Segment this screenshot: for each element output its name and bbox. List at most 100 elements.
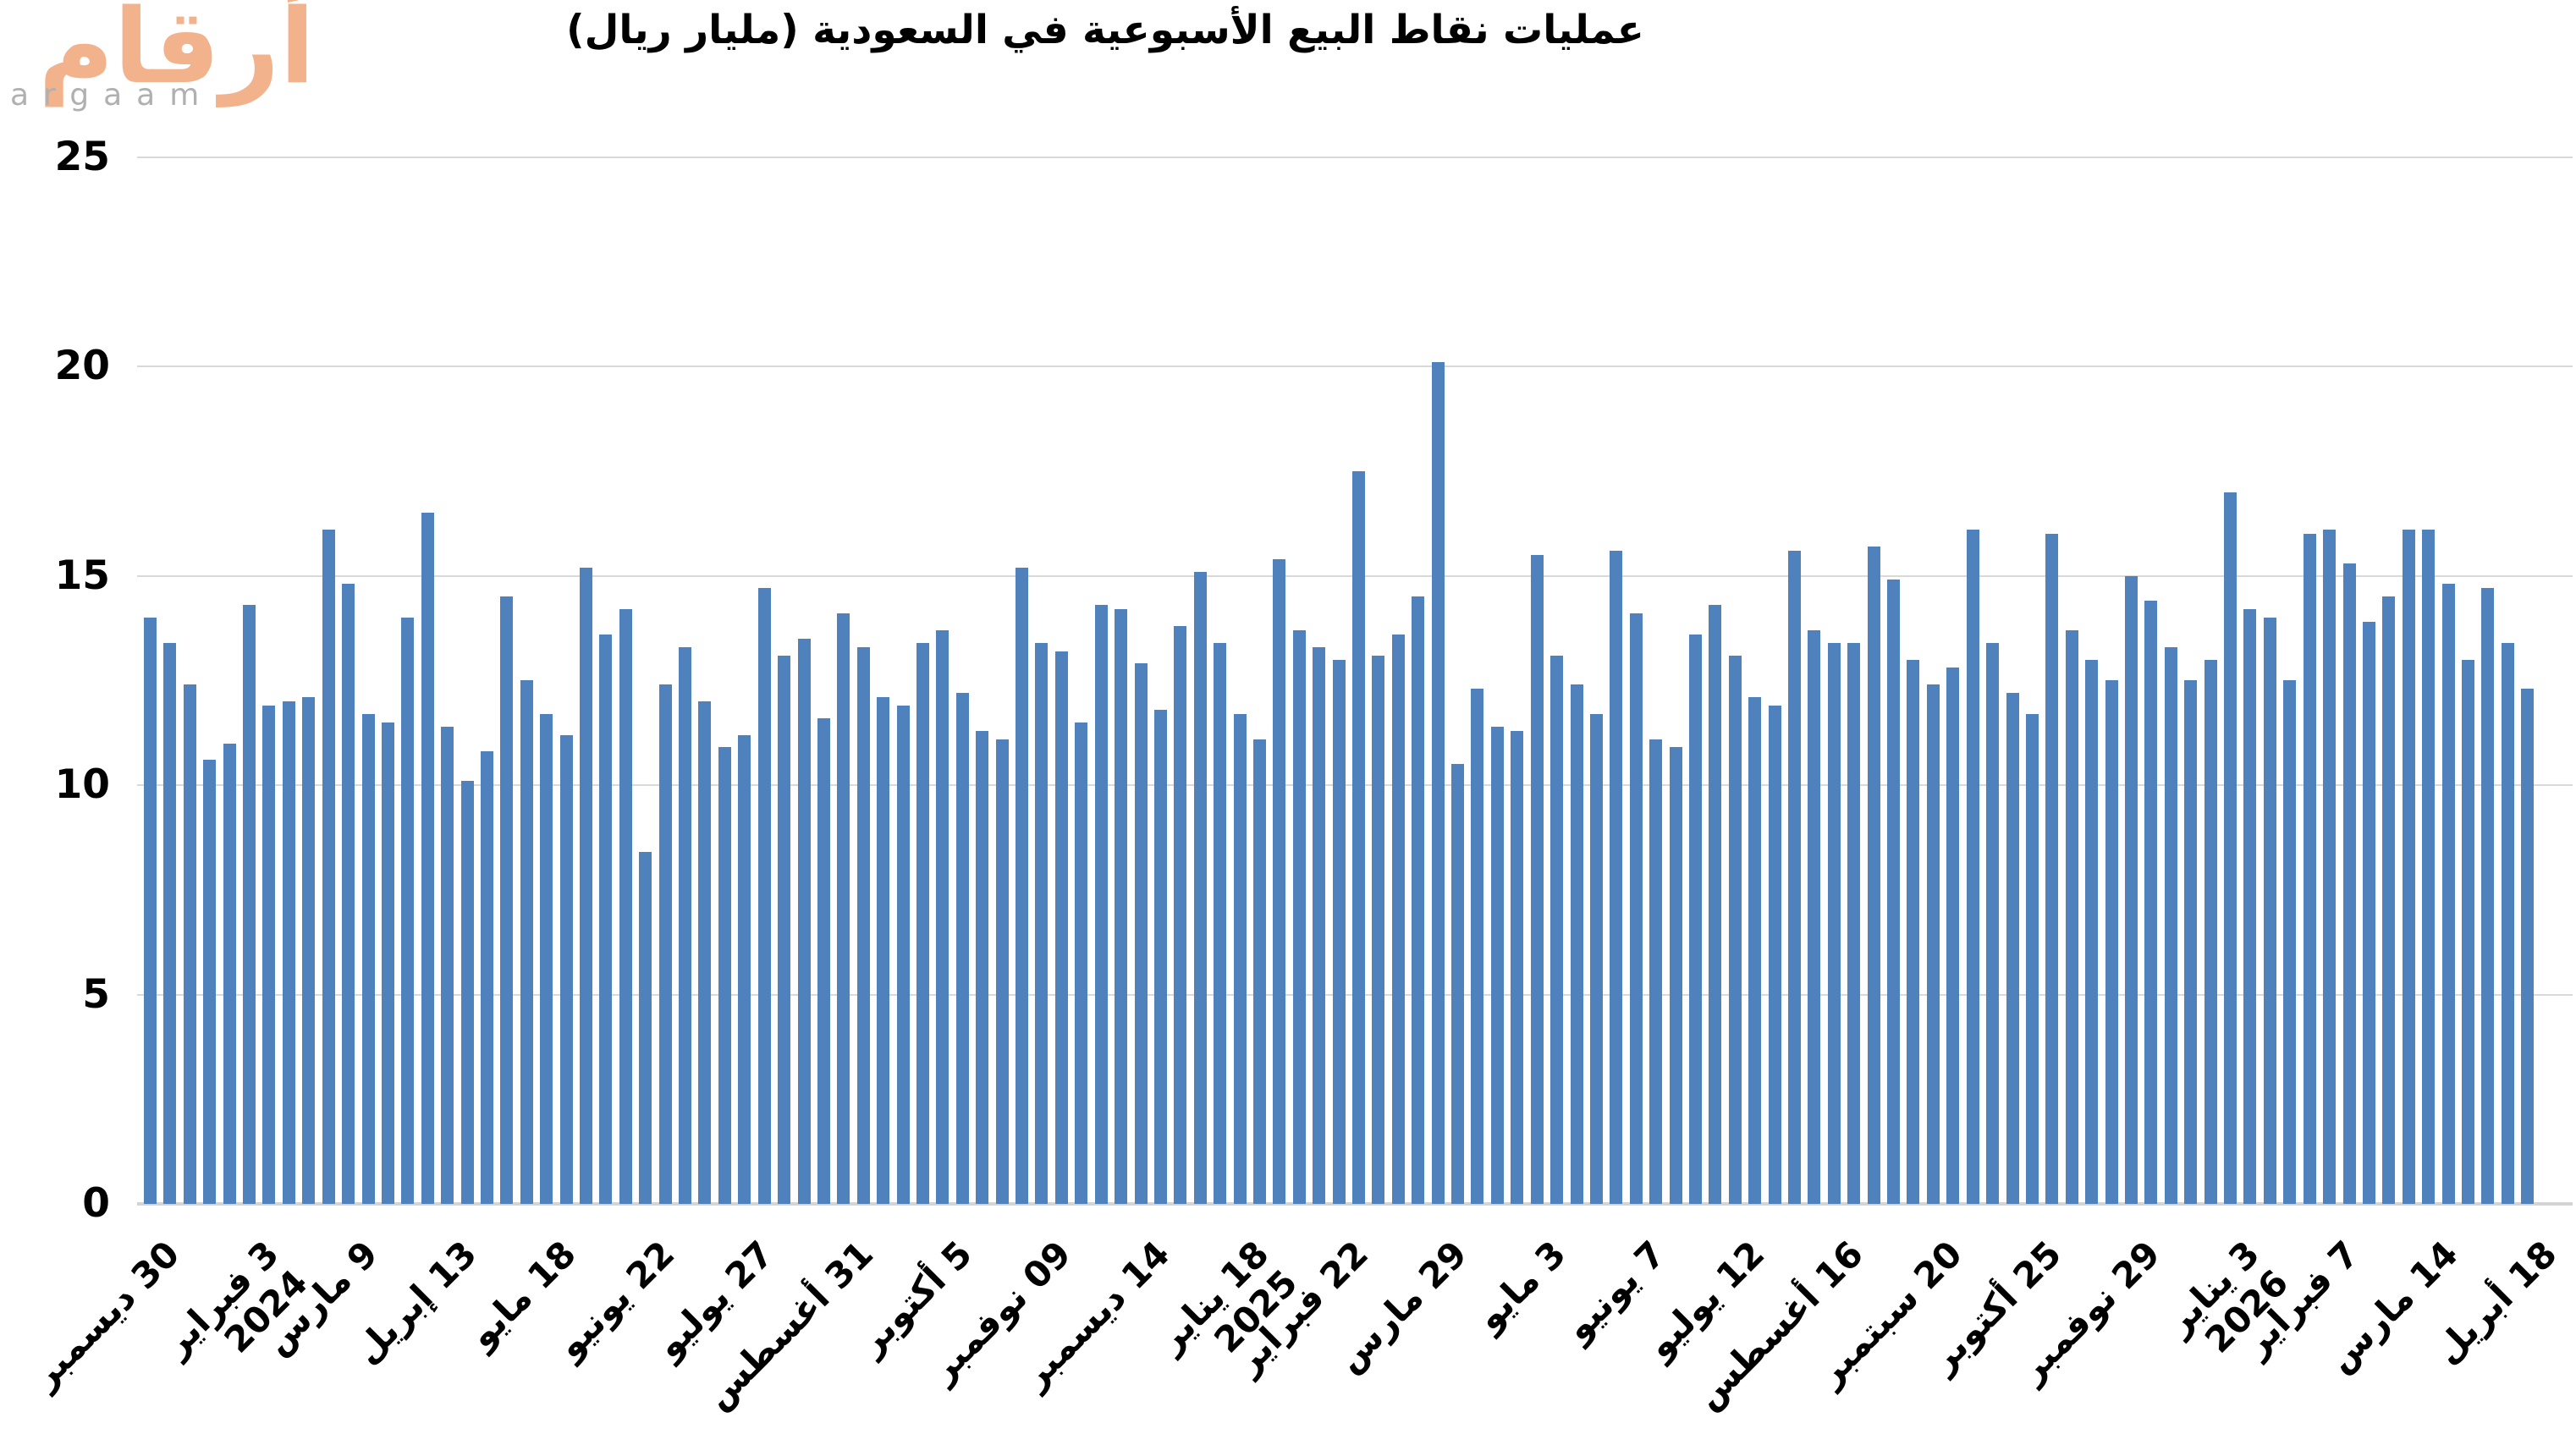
bar-week-95 — [2025, 713, 2039, 1204]
bar-week-70 — [1530, 554, 1544, 1204]
bar-week-1 — [163, 642, 177, 1204]
bar-week-24 — [619, 609, 632, 1204]
bar-week-93 — [1986, 642, 2000, 1204]
bar-week-87 — [1867, 546, 1880, 1204]
bar-week-111 — [2342, 563, 2356, 1204]
gridline-20 — [137, 365, 2573, 367]
bar-week-55 — [1233, 713, 1247, 1204]
bar-week-58 — [1292, 629, 1306, 1204]
bar-week-52 — [1174, 625, 1187, 1204]
bar-week-118 — [2481, 588, 2495, 1204]
bar-week-59 — [1313, 646, 1326, 1204]
bar-week-44 — [1016, 567, 1029, 1204]
y-axis-label-20: 20 — [54, 343, 110, 389]
bar-week-31 — [757, 588, 771, 1204]
bar-week-120 — [2521, 689, 2535, 1204]
bar-week-35 — [837, 613, 850, 1204]
bar-week-0 — [144, 618, 157, 1204]
bar-week-34 — [817, 717, 830, 1204]
bar-week-78 — [1688, 634, 1702, 1204]
bar-week-119 — [2501, 642, 2514, 1204]
bar-week-62 — [1372, 655, 1385, 1204]
bar-week-49 — [1115, 609, 1128, 1204]
bar-week-107 — [2263, 618, 2276, 1204]
bar-week-88 — [1887, 580, 1901, 1204]
bar-week-96 — [2045, 534, 2059, 1204]
bar-week-15 — [441, 726, 454, 1204]
bar-week-109 — [2303, 534, 2316, 1204]
y-axis-label-25: 25 — [54, 133, 110, 180]
bar-week-27 — [679, 646, 692, 1204]
bar-week-48 — [1094, 605, 1108, 1204]
bar-week-67 — [1471, 689, 1484, 1204]
bar-week-73 — [1589, 713, 1603, 1204]
y-axis-label-15: 15 — [54, 552, 110, 599]
bar-week-51 — [1153, 709, 1167, 1204]
bar-week-18 — [500, 596, 514, 1204]
bar-week-25 — [639, 852, 652, 1204]
bar-week-117 — [2461, 659, 2474, 1204]
bar-week-60 — [1332, 659, 1346, 1204]
bar-week-28 — [698, 701, 712, 1204]
bar-week-82 — [1768, 705, 1781, 1204]
bar-week-19 — [520, 680, 533, 1204]
argaam-logo-arabic-text: أرقام — [38, 0, 316, 107]
chart-title: عمليات نقاط البيع الأسبوعية في السعودية … — [566, 7, 1644, 53]
bar-week-103 — [2184, 680, 2198, 1204]
bar-week-3 — [203, 760, 217, 1204]
bar-week-41 — [955, 693, 969, 1204]
bar-week-53 — [1193, 571, 1207, 1204]
bar-week-45 — [1035, 642, 1049, 1204]
bar-week-98 — [2085, 659, 2099, 1204]
bar-week-32 — [778, 655, 791, 1204]
bar-week-86 — [1847, 642, 1861, 1204]
bar-week-8 — [302, 697, 316, 1204]
bar-week-39 — [916, 642, 929, 1204]
bar-week-81 — [1748, 697, 1762, 1204]
bar-week-105 — [2224, 492, 2237, 1204]
bar-week-90 — [1926, 684, 1940, 1204]
bar-week-16 — [460, 781, 474, 1204]
bar-week-72 — [1570, 684, 1583, 1204]
bar-week-71 — [1550, 655, 1564, 1204]
bar-week-102 — [2164, 646, 2177, 1204]
bar-week-101 — [2144, 601, 2158, 1204]
bar-week-29 — [718, 747, 731, 1204]
bar-week-69 — [1511, 730, 1524, 1204]
bar-week-6 — [262, 705, 276, 1204]
bar-week-113 — [2382, 596, 2396, 1204]
bar-week-54 — [1214, 642, 1227, 1204]
bar-week-10 — [342, 584, 355, 1204]
bar-week-114 — [2402, 530, 2415, 1204]
bar-week-46 — [1054, 651, 1068, 1204]
bar-week-80 — [1728, 655, 1742, 1204]
bar-week-64 — [1412, 596, 1425, 1204]
bar-week-37 — [877, 697, 890, 1204]
bar-week-68 — [1490, 726, 1504, 1204]
bar-week-5 — [243, 605, 256, 1204]
bar-week-112 — [2362, 621, 2375, 1204]
argaam-logo: أرقام argaam — [10, 0, 315, 135]
bar-week-116 — [2441, 584, 2455, 1204]
bar-week-100 — [2125, 575, 2138, 1204]
bar-week-9 — [322, 530, 335, 1204]
bar-week-12 — [381, 722, 394, 1204]
bar-week-26 — [658, 684, 672, 1204]
bar-week-66 — [1451, 764, 1465, 1204]
bar-week-85 — [1827, 642, 1841, 1204]
bar-week-43 — [995, 739, 1009, 1204]
bar-week-91 — [1946, 668, 1960, 1204]
bar-week-115 — [2422, 530, 2436, 1204]
bar-week-40 — [936, 629, 949, 1204]
bar-week-63 — [1391, 634, 1405, 1204]
bar-week-76 — [1649, 739, 1663, 1204]
gridline-25 — [137, 156, 2573, 158]
bar-week-36 — [856, 646, 870, 1204]
argaam-logo-latin-text: argaam — [10, 78, 214, 113]
bar-week-106 — [2243, 609, 2257, 1204]
x-axis-label: 30 ديسمبر — [23, 1233, 188, 1397]
bar-week-22 — [580, 567, 593, 1204]
bar-week-108 — [2283, 680, 2297, 1204]
bar-week-77 — [1669, 747, 1682, 1204]
